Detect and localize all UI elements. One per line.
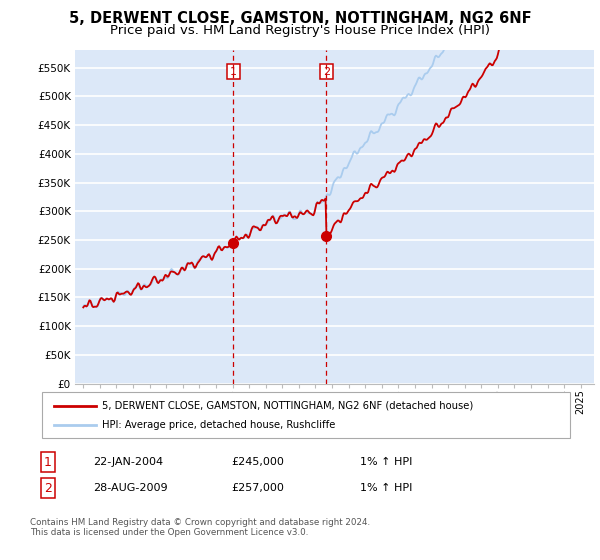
Text: 2: 2 bbox=[323, 67, 330, 77]
Text: 1: 1 bbox=[44, 455, 52, 469]
Text: 1% ↑ HPI: 1% ↑ HPI bbox=[360, 457, 412, 467]
Text: £245,000: £245,000 bbox=[231, 457, 284, 467]
Text: Contains HM Land Registry data © Crown copyright and database right 2024.
This d: Contains HM Land Registry data © Crown c… bbox=[30, 518, 370, 538]
Text: Price paid vs. HM Land Registry's House Price Index (HPI): Price paid vs. HM Land Registry's House … bbox=[110, 24, 490, 37]
Text: HPI: Average price, detached house, Rushcliffe: HPI: Average price, detached house, Rush… bbox=[102, 420, 335, 430]
Text: 5, DERWENT CLOSE, GAMSTON, NOTTINGHAM, NG2 6NF (detached house): 5, DERWENT CLOSE, GAMSTON, NOTTINGHAM, N… bbox=[102, 401, 473, 411]
Text: £257,000: £257,000 bbox=[231, 483, 284, 493]
Text: 1: 1 bbox=[230, 67, 237, 77]
Text: 2: 2 bbox=[44, 482, 52, 495]
Text: 22-JAN-2004: 22-JAN-2004 bbox=[93, 457, 163, 467]
Text: 28-AUG-2009: 28-AUG-2009 bbox=[93, 483, 167, 493]
Text: 5, DERWENT CLOSE, GAMSTON, NOTTINGHAM, NG2 6NF: 5, DERWENT CLOSE, GAMSTON, NOTTINGHAM, N… bbox=[68, 11, 532, 26]
Text: 1% ↑ HPI: 1% ↑ HPI bbox=[360, 483, 412, 493]
